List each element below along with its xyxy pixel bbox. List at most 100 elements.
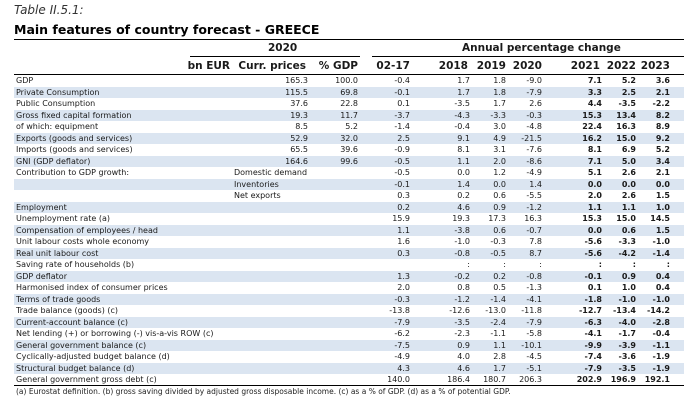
cell-value: -4.1 bbox=[584, 329, 603, 338]
cell-value: -13.8 bbox=[389, 306, 410, 315]
table-row: Terms of trade goods -0.3 -1.2 -1.4 -4.1 -1.8… bbox=[14, 293, 684, 305]
cell-value: 1.0 bbox=[655, 202, 670, 212]
cell-value: -9.0 bbox=[526, 76, 542, 85]
cell-value: -0.7 bbox=[526, 225, 542, 235]
cell-value: -0.4 bbox=[394, 76, 410, 85]
cell-value: -0.1 bbox=[394, 87, 410, 97]
table-row: of which: equipment 8.5 5.2 -1.4 -0.4 3.0 -4.8… bbox=[14, 121, 684, 133]
table-row: Saving rate of households (b):::::: bbox=[14, 259, 684, 271]
cell-value: 0.8 bbox=[457, 283, 470, 292]
cell-value: -0.4 bbox=[454, 122, 470, 131]
cell-value: 1.8 bbox=[493, 87, 506, 97]
cell-value: -6.3 bbox=[584, 317, 603, 327]
cell-value: 22.8 bbox=[340, 99, 358, 108]
cell-value: -2.4 bbox=[490, 317, 506, 327]
cell-value: 4.0 bbox=[457, 352, 470, 361]
cell-value: 15.9 bbox=[392, 214, 410, 223]
table-caption: Table II.5.1: bbox=[14, 3, 84, 17]
cell-value: 0.9 bbox=[621, 271, 636, 281]
cell-value: 2.6 bbox=[621, 191, 636, 200]
cell-value: 99.6 bbox=[340, 156, 358, 166]
row-label: Current-account balance (c) bbox=[16, 317, 129, 327]
cell-value: -0.2 bbox=[454, 271, 470, 281]
cell-value: 3.3 bbox=[587, 87, 602, 97]
cell-value: -6.2 bbox=[394, 329, 410, 338]
cell-value: 1.6 bbox=[397, 237, 410, 246]
cell-value: -5.5 bbox=[526, 191, 542, 200]
table-row: Private Consumption 115.5 69.8 -0.1 1.7 1.8 -7… bbox=[14, 86, 684, 98]
row-label: Exports (goods and services) bbox=[16, 133, 133, 143]
cell-value: 16.3 bbox=[616, 122, 636, 131]
cell-value: 0.2 bbox=[457, 191, 470, 200]
cell-value: 2.0 bbox=[493, 156, 506, 166]
cell-value: -12.7 bbox=[578, 306, 602, 315]
table-title: Main features of country forecast - GREE… bbox=[14, 22, 320, 37]
row-sublabel: Inventories bbox=[234, 179, 279, 189]
cell-value: -7.6 bbox=[526, 145, 542, 154]
cell-value: -1.8 bbox=[584, 294, 603, 304]
row-label: Employment bbox=[16, 202, 67, 212]
cell-value: -5.1 bbox=[526, 363, 542, 373]
cell-value: 100.0 bbox=[335, 76, 358, 85]
cell-value: -5.6 bbox=[584, 248, 603, 258]
cell-value: -4.2 bbox=[618, 248, 637, 258]
row-sublabel: Net exports bbox=[234, 191, 281, 200]
table-row: Inventories -0.1 1.4 0.0 1.4 0.0 0.0 0.0 bbox=[14, 178, 684, 190]
cell-value: 65.5 bbox=[290, 145, 308, 154]
table-row: Exports (goods and services) 52.9 32.0 2.5 9… bbox=[14, 132, 684, 144]
cell-value: 0.5 bbox=[493, 283, 506, 292]
header-02-17: 02-17 bbox=[376, 60, 410, 72]
cell-value: 2.1 bbox=[655, 168, 670, 177]
cell-value: 0.0 bbox=[655, 179, 670, 189]
table-body: GDP 165.3 100.0 -0.4 1.7 1.8 -9.0 7.1 5.2 3.6 Priv… bbox=[14, 75, 684, 386]
cell-value: -7.4 bbox=[584, 352, 603, 361]
cell-value: -3.9 bbox=[618, 340, 637, 350]
cell-value: 196.9 bbox=[610, 375, 636, 384]
cell-value: 2.0 bbox=[587, 191, 602, 200]
cell-value: 0.2 bbox=[397, 202, 410, 212]
cell-value: 0.0 bbox=[621, 179, 636, 189]
cell-value: -1.7 bbox=[618, 329, 637, 338]
cell-value: -4.0 bbox=[618, 317, 637, 327]
cell-value: 1.4 bbox=[529, 179, 542, 189]
cell-value: 1.7 bbox=[457, 76, 470, 85]
cell-value: -0.3 bbox=[490, 237, 506, 246]
cell-value: -0.5 bbox=[490, 248, 506, 258]
cell-value: 0.0 bbox=[493, 179, 506, 189]
cell-value: -4.1 bbox=[526, 294, 542, 304]
cell-value: -13.4 bbox=[612, 306, 636, 315]
cell-value: -2.2 bbox=[652, 99, 671, 108]
row-label: of which: equipment bbox=[16, 122, 99, 131]
header-2020: 2020 bbox=[512, 60, 542, 72]
cell-value: 7.1 bbox=[587, 76, 602, 85]
row-sublabel: Domestic demand bbox=[234, 168, 308, 177]
cell-value: -1.9 bbox=[652, 363, 671, 373]
cell-value: -3.5 bbox=[454, 99, 470, 108]
cell-value: 0.0 bbox=[587, 225, 602, 235]
cell-value: 8.5 bbox=[295, 122, 308, 131]
cell-value: : bbox=[632, 260, 636, 269]
cell-value: 2.5 bbox=[397, 133, 410, 143]
table-row: General government balance (c) -7.5 0.9 1.1… bbox=[14, 339, 684, 351]
cell-value: 4.3 bbox=[397, 363, 410, 373]
header-2019: 2019 bbox=[476, 60, 506, 72]
cell-value: 0.6 bbox=[493, 191, 506, 200]
cell-value: -11.8 bbox=[521, 306, 542, 315]
cell-value: 1.4 bbox=[457, 179, 470, 189]
cell-value: -1.0 bbox=[652, 294, 671, 304]
row-label: Public Consumption bbox=[16, 99, 96, 108]
cell-value: 0.0 bbox=[457, 168, 470, 177]
table-row: GNI (GDP deflator) 164.6 99.6 -0.5 1.1 2.0 -8.… bbox=[14, 155, 684, 167]
bottom-rule bbox=[14, 385, 684, 386]
cell-value: -3.6 bbox=[618, 352, 637, 361]
top-rule bbox=[14, 39, 684, 40]
cell-value: -0.8 bbox=[454, 248, 470, 258]
cell-value: -7.5 bbox=[394, 340, 410, 350]
cell-value: : bbox=[666, 260, 670, 269]
cell-value: 1.2 bbox=[493, 168, 506, 177]
cell-value: : bbox=[467, 260, 470, 269]
header-2018: 2018 bbox=[438, 60, 468, 72]
table-row: Cyclically-adjusted budget balance (d) -4… bbox=[14, 351, 684, 363]
cell-value: 8.1 bbox=[457, 145, 470, 154]
group-header-2020: 2020 bbox=[268, 42, 298, 54]
